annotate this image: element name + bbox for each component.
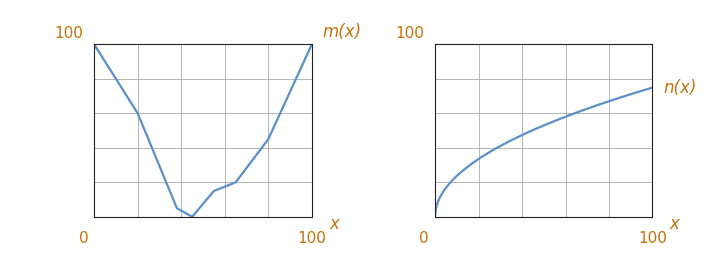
Text: n(x): n(x)	[663, 79, 697, 96]
Text: 100: 100	[297, 231, 326, 246]
Text: 100: 100	[638, 231, 667, 246]
Text: 0: 0	[419, 231, 429, 246]
Text: 0: 0	[78, 231, 88, 246]
Text: 100: 100	[54, 26, 83, 41]
Text: m(x): m(x)	[323, 23, 362, 41]
Text: x: x	[670, 215, 680, 233]
Text: x: x	[329, 215, 339, 233]
Text: 100: 100	[395, 26, 424, 41]
